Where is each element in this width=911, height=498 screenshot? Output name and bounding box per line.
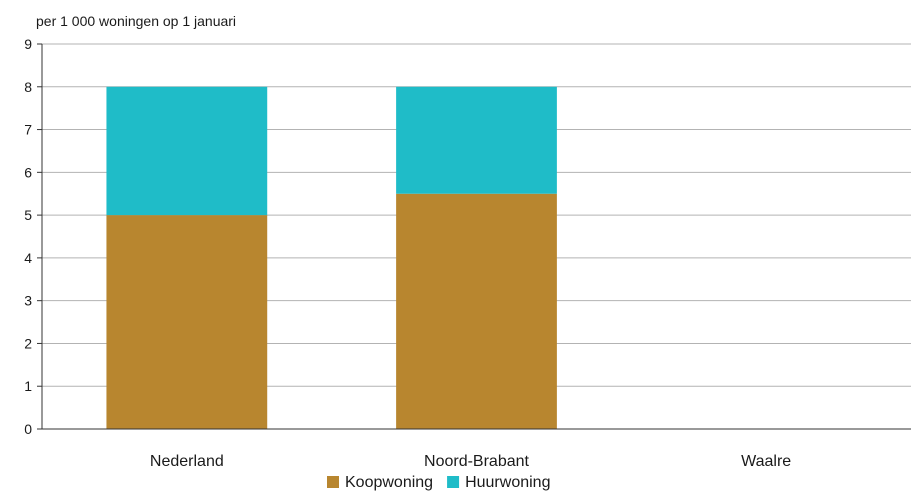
y-tick-label: 5 [24, 207, 32, 223]
legend-label-koopwoning: Koopwoning [345, 474, 433, 491]
y-tick-label: 2 [24, 335, 32, 351]
y-tick-label: 7 [24, 122, 32, 138]
y-tick-label: 9 [24, 36, 32, 52]
legend: Koopwoning Huurwoning [327, 474, 550, 491]
axes [41, 44, 911, 430]
y-tick-label: 0 [24, 421, 32, 437]
bar-huurwoning-noord-brabant [396, 86, 557, 194]
bar-huurwoning-nederland [106, 86, 268, 216]
y-tick-label: 1 [24, 378, 32, 394]
y-tick-label: 4 [24, 250, 32, 266]
category-label: Waalre [741, 453, 791, 470]
category-labels: Nederland Noord-Brabant Waalre [150, 453, 791, 470]
y-tick-label: 8 [24, 79, 32, 95]
legend-label-huurwoning: Huurwoning [465, 474, 550, 491]
y-tick-label: 6 [24, 164, 32, 180]
legend-swatch-huurwoning [447, 476, 460, 488]
category-label: Noord-Brabant [424, 453, 530, 470]
legend-swatch-koopwoning [327, 476, 339, 488]
chart-subtitle: per 1 000 woningen op 1 januari [36, 13, 236, 29]
y-axis-ticks: 0 1 2 3 4 5 6 7 8 9 [24, 36, 42, 437]
bar-koopwoning-noord-brabant [396, 193, 557, 429]
y-tick-label: 3 [24, 293, 32, 309]
bar-koopwoning-nederland [106, 215, 268, 429]
category-label: Nederland [150, 453, 224, 470]
bars [106, 86, 557, 429]
